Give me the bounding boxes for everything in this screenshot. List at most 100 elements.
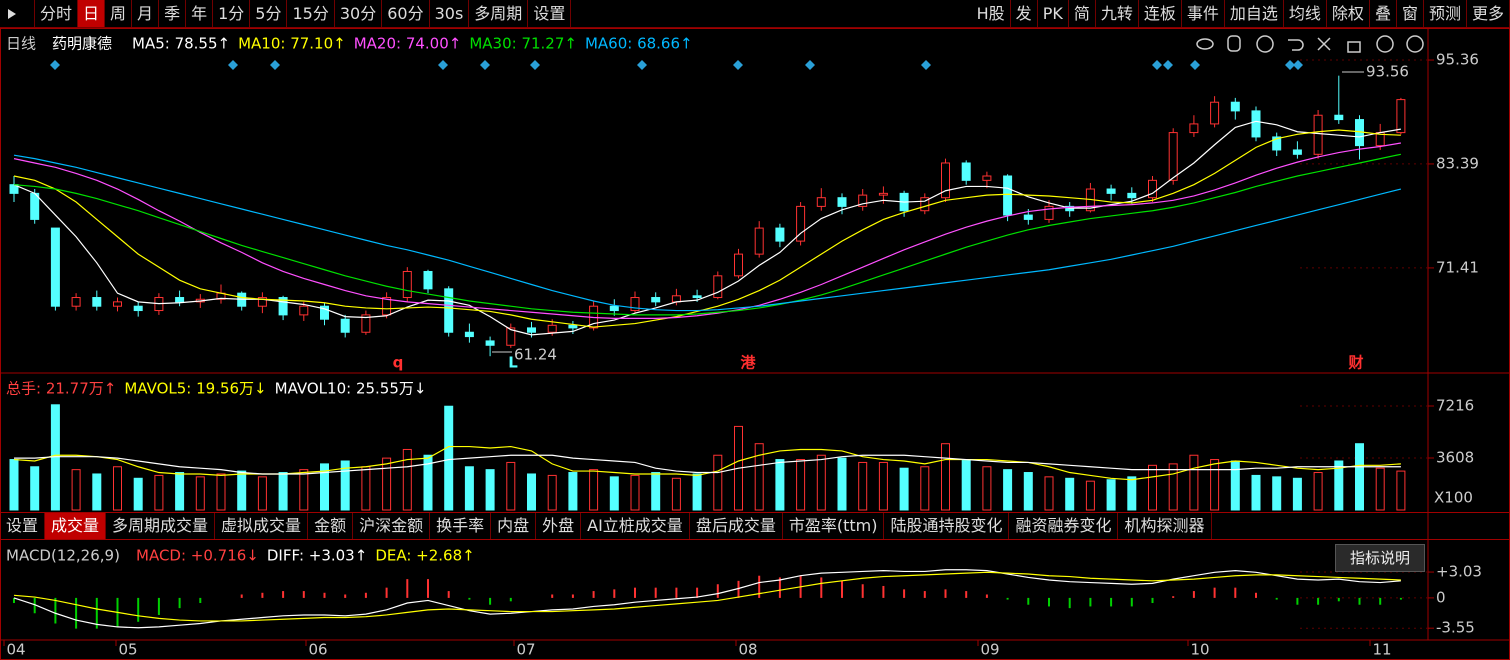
event-marker [228,60,238,70]
tool-play[interactable] [1256,35,1274,53]
indicator-tab[interactable]: 金额 [308,513,354,539]
volume-bar [444,405,454,511]
toolbar-button[interactable]: 连板 [1139,0,1182,27]
volume-bar [858,461,868,511]
toolbar-button[interactable]: 简 [1069,0,1096,27]
volume-bar [630,474,640,511]
volume-bar [1375,467,1385,511]
chart-tools[interactable] [1196,35,1424,53]
tool-undo[interactable] [1288,39,1304,51]
toolbar-button[interactable]: 季 [159,0,187,27]
toolbar-button[interactable]: 加自选 [1225,0,1284,27]
volume-bar [837,457,847,511]
macd-bar [1151,597,1154,604]
candle-body [1251,110,1261,138]
macd-bar [923,591,926,598]
indicator-tab[interactable]: 内盘 [491,513,537,539]
macd-line [13,569,1401,629]
indicator-tab[interactable]: 陆股通持股变化 [884,513,1010,539]
toolbar-button[interactable]: 均线 [1284,0,1327,27]
toolbar-button[interactable]: 30s [430,0,470,27]
toolbar-button[interactable]: 1分 [213,0,251,27]
volume-bar [278,472,288,511]
low-label: 61.24 [514,346,557,364]
toolbar-icon[interactable] [0,0,35,27]
volume-ma-line [14,454,1401,475]
tool-hand[interactable] [1227,35,1241,52]
volume-bar [1065,477,1075,511]
toolbar-button[interactable]: 预测 [1424,0,1467,27]
volume-bar [816,454,826,511]
volume-bar [1168,463,1178,511]
macd-bar [571,594,574,598]
macd-bar [1379,597,1382,605]
volume-bar [920,466,930,511]
tool-cut[interactable] [1317,37,1331,51]
toolbar-button[interactable]: 年 [186,0,214,27]
toolbar-button[interactable]: 事件 [1182,0,1225,27]
indicator-tab[interactable]: 沪深金额 [353,513,431,539]
event-marker [1285,60,1295,70]
indicator-tab[interactable]: 虚拟成交量 [215,513,309,539]
toolbar-button[interactable]: H股 [972,0,1011,27]
toolbar-button[interactable]: 5分 [250,0,288,27]
event-annotation: L [508,354,518,372]
indicator-tab[interactable]: 成交量 [45,513,107,539]
candle-body [982,175,992,181]
indicator-tab[interactable]: 市盈率(ttm) [783,513,885,539]
indicator-tab[interactable]: 多周期成交量 [106,513,216,539]
candle-body [444,288,454,333]
indicator-tab[interactable]: AI立桩成交量 [581,513,690,539]
indicator-tab[interactable]: 机构探测器 [1118,513,1212,539]
tool-zoom-out[interactable] [1406,35,1424,53]
candle-body [568,324,578,329]
candle-body [257,297,267,307]
volume-bar [1148,464,1157,511]
volume-bar [1189,454,1199,511]
indicator-tab[interactable]: 盘后成交量 [690,513,783,539]
toolbar-button[interactable]: 15分 [287,0,335,27]
toolbar-button[interactable]: 窗 [1397,0,1424,27]
x-tick-label: 06 [308,641,327,659]
toolbar-button[interactable]: 九转 [1096,0,1139,27]
macd-bar [302,591,305,598]
tool-eye[interactable] [1196,38,1214,50]
macd-bar [1130,597,1133,607]
indicator-readout: MA10: 77.10↑ [238,35,346,53]
toolbar-button[interactable]: 设置 [528,0,572,27]
volume-ma-line [13,445,1401,481]
tool-lock[interactable] [1347,41,1361,53]
toolbar-button[interactable]: 30分 [335,0,383,27]
toolbar-button[interactable]: PK [1038,0,1069,27]
macd-bar [1006,597,1009,600]
macd-bar [385,587,388,598]
macd-bar [1296,597,1299,605]
indicator-help[interactable]: 指标说明 [1335,544,1425,572]
indicator-tab[interactable]: 设置 [0,513,46,539]
toolbar-button[interactable]: 叠 [1370,0,1397,27]
candle-body [485,340,495,346]
tool-zoom-in[interactable] [1376,35,1394,53]
event-marker [50,60,60,70]
indicator-tab[interactable]: 融资融券变化 [1009,513,1119,539]
candle-body [651,297,661,303]
toolbar-button[interactable]: 除权 [1327,0,1370,27]
indicator-tab[interactable]: 外盘 [536,513,582,539]
candle-body [299,305,309,316]
indicator-tab[interactable]: 换手率 [430,513,492,539]
candle-body [423,270,433,290]
x-tick-label: 11 [1372,641,1391,659]
toolbar-button[interactable]: 发 [1011,0,1038,27]
candle-body [71,297,81,307]
toolbar-button[interactable]: 日 [78,0,106,27]
toolbar-button[interactable]: 多周期 [469,0,529,27]
toolbar-button[interactable]: 月 [132,0,160,27]
macd-bar [1172,596,1175,598]
indicator-readout: MA30: 71.27↑ [469,35,577,53]
toolbar-button[interactable]: 更多 [1467,0,1510,27]
toolbar-button[interactable]: 周 [105,0,133,27]
volume-bar [320,463,329,511]
candle-body [92,297,102,307]
toolbar-button[interactable]: 60分 [382,0,430,27]
toolbar-button[interactable]: 分时 [35,0,79,27]
